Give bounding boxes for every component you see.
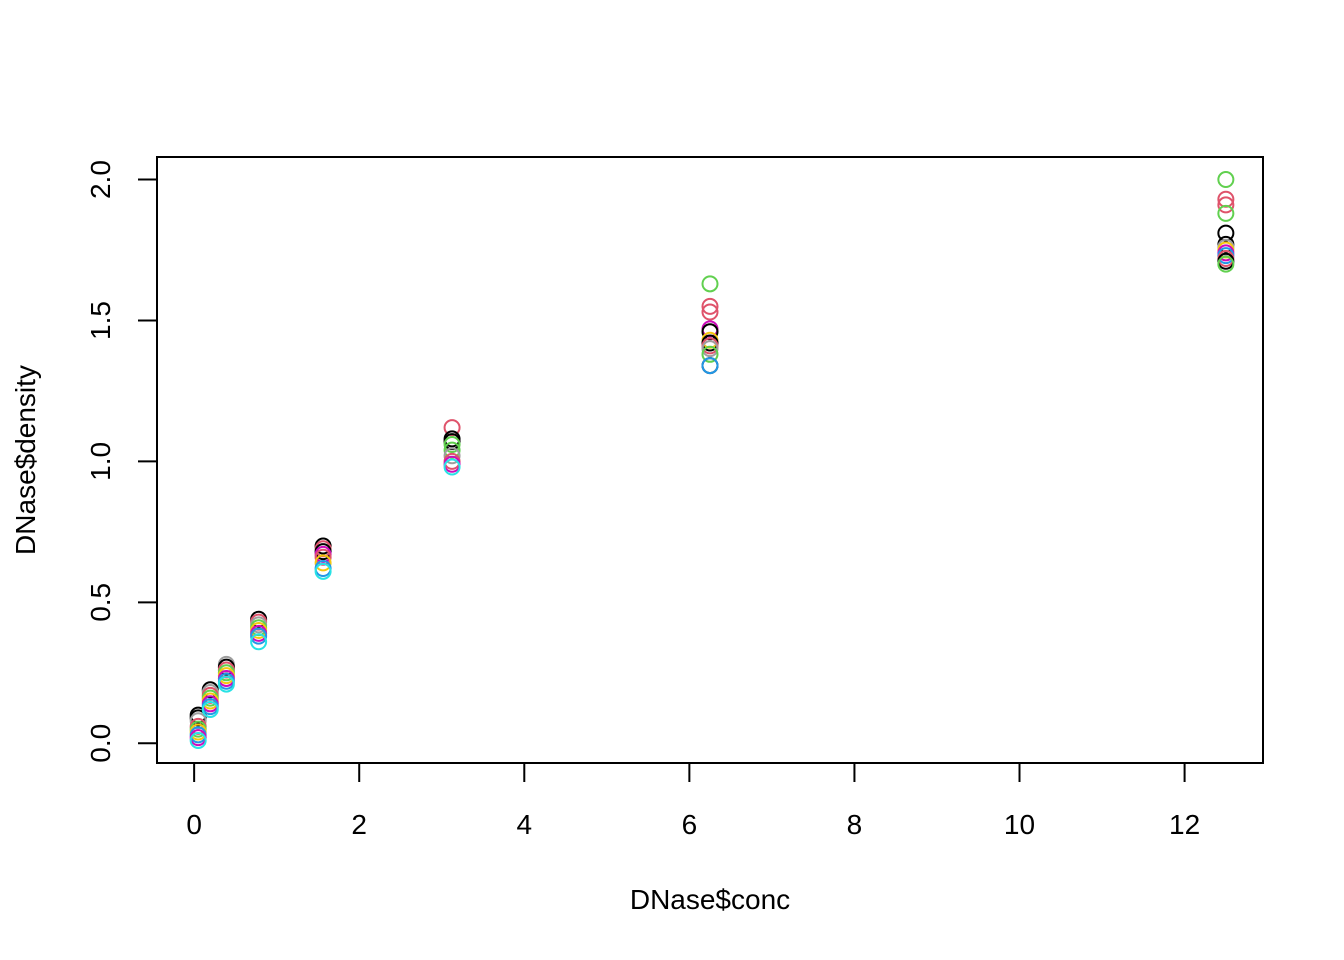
data-point <box>443 435 461 453</box>
data-point <box>701 357 719 375</box>
x-tick-label: 12 <box>1169 809 1200 840</box>
data-point <box>701 345 719 363</box>
data-point <box>314 562 332 580</box>
x-tick-label: 10 <box>1004 809 1035 840</box>
y-tick-label: 0.5 <box>85 583 116 622</box>
data-points <box>189 171 1235 749</box>
data-point <box>701 303 719 321</box>
y-tick-label: 0.0 <box>85 724 116 763</box>
data-point <box>314 554 332 572</box>
data-point <box>701 340 719 358</box>
data-point <box>1217 196 1235 214</box>
x-tick-label: 6 <box>682 809 698 840</box>
data-point <box>250 627 268 645</box>
y-axis-title: DNase$density <box>10 365 41 555</box>
y-tick-label: 1.0 <box>85 442 116 481</box>
data-point <box>443 447 461 465</box>
data-point <box>1217 255 1235 273</box>
x-tick-label: 2 <box>351 809 367 840</box>
plot-frame <box>156 156 1264 764</box>
data-point <box>701 297 719 315</box>
data-point <box>701 275 719 293</box>
y-tick-label: 2.0 <box>85 160 116 199</box>
x-tick-label: 4 <box>517 809 533 840</box>
data-point <box>201 700 219 718</box>
data-point <box>443 458 461 476</box>
y-axis: 0.0 0.5 1.0 1.5 2.0 <box>85 160 158 763</box>
y-tick-label: 1.5 <box>85 301 116 340</box>
data-point <box>1217 204 1235 222</box>
x-axis: 0 2 4 6 8 10 12 <box>186 762 1200 840</box>
x-tick-label: 0 <box>186 809 202 840</box>
data-point <box>250 633 268 651</box>
data-point <box>217 675 235 693</box>
data-point <box>1217 171 1235 189</box>
x-axis-title: DNase$conc <box>630 884 790 915</box>
x-tick-label: 8 <box>847 809 863 840</box>
data-point <box>189 731 207 749</box>
